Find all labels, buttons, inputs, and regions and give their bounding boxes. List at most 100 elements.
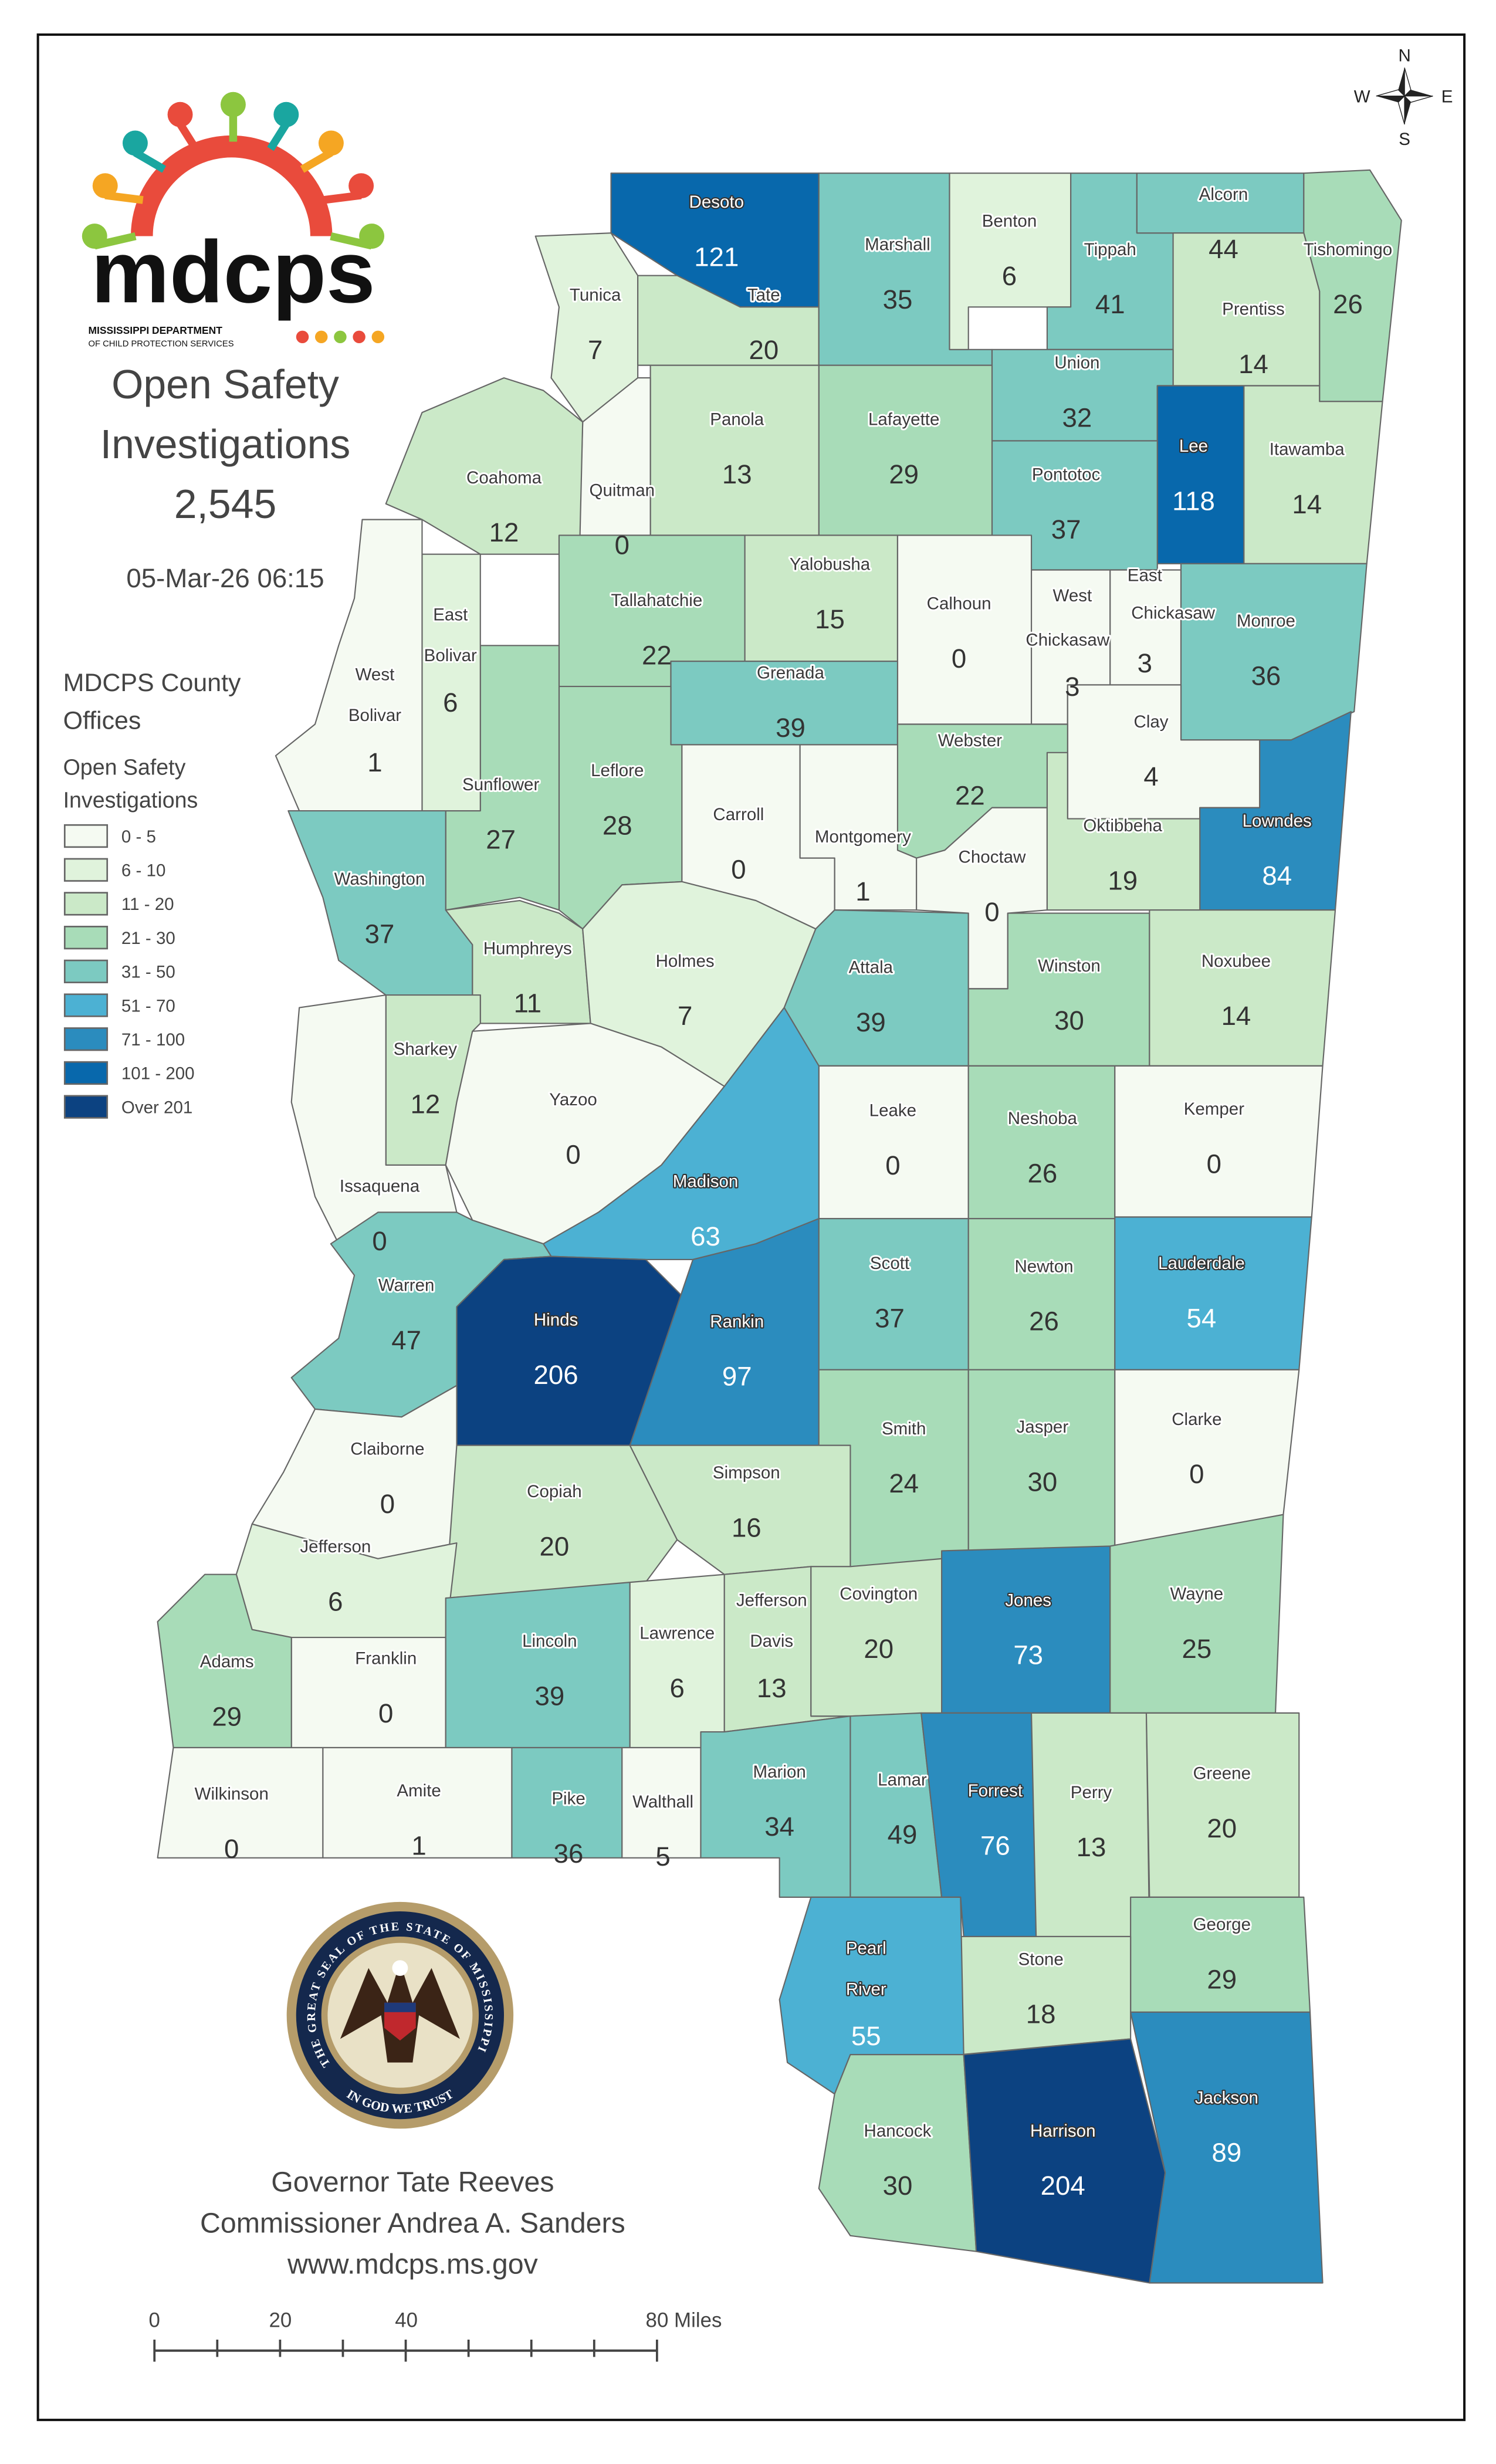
county-value-claiborne: 0 — [380, 1489, 395, 1519]
scale-bar: 0 20 40 80 Miles — [149, 2309, 722, 2362]
county-jones[interactable] — [941, 1545, 1111, 1714]
county-name-adams: Adams — [200, 1652, 254, 1671]
county-name-claiborne: Claiborne — [350, 1440, 424, 1459]
county-panola[interactable] — [649, 364, 820, 536]
county-oktibbeha[interactable] — [1046, 752, 1201, 911]
county-adams[interactable] — [157, 1573, 292, 1748]
county-value-tallahatchie: 22 — [642, 641, 672, 671]
county-itawamba[interactable] — [1243, 385, 1383, 564]
website-link[interactable]: www.mdcps.ms.gov — [287, 2248, 538, 2280]
county-name-jefferson: Jefferson — [300, 1537, 371, 1556]
scale-label-80: 80 Miles — [646, 2309, 722, 2332]
county-name-quitman: Quitman — [590, 480, 655, 500]
compass-n: N — [1398, 46, 1410, 66]
county-noxubee[interactable] — [1149, 909, 1336, 1067]
county-wayne[interactable] — [1109, 1514, 1284, 1714]
county-jasper[interactable] — [967, 1369, 1116, 1552]
county-leake[interactable] — [818, 1065, 969, 1220]
legend-subtitle-1: Open Safety — [63, 754, 186, 779]
county-harrison[interactable] — [963, 2038, 1166, 2284]
total-count: 2,545 — [174, 481, 277, 527]
county-value-clarke: 0 — [1189, 1459, 1204, 1489]
county-value-attala: 39 — [856, 1007, 886, 1037]
county-value-rankin: 97 — [722, 1362, 752, 1392]
legend: MDCPS County Offices Open Safety Investi… — [63, 669, 241, 1119]
county-name-smith: Smith — [882, 1419, 926, 1439]
county-value-union: 32 — [1062, 402, 1092, 432]
title-line-1: Open Safety — [111, 361, 339, 407]
legend-label: 0 - 5 — [121, 827, 156, 847]
logo-text: mdcps — [91, 222, 375, 321]
county-value-hancock: 30 — [883, 2171, 913, 2201]
county-value-tunica: 7 — [588, 335, 603, 365]
county-value-lauderdale: 54 — [1187, 1303, 1217, 1333]
county-hancock[interactable] — [818, 2054, 977, 2252]
compass-s: S — [1399, 130, 1410, 149]
county-name-noxubee: Noxubee — [1201, 952, 1271, 971]
county-lafayette[interactable] — [818, 364, 993, 536]
county-value-winston: 30 — [1054, 1006, 1084, 1035]
county-lauderdale[interactable] — [1114, 1216, 1312, 1370]
county-value-east-bolivar: 6 — [443, 688, 458, 717]
county-value-warren: 47 — [391, 1325, 421, 1355]
county-value-grenada: 39 — [776, 713, 805, 743]
county-value-holmes: 7 — [678, 1001, 692, 1031]
county-name-leake: Leake — [869, 1101, 916, 1121]
county-name-pearl-river: Pearl — [846, 1938, 886, 1958]
legend-label: 101 - 200 — [121, 1064, 195, 1084]
county-jackson[interactable] — [1130, 2011, 1324, 2284]
county-name-clay: Clay — [1134, 712, 1169, 732]
county-humphreys[interactable] — [445, 900, 591, 1024]
county-west-bolivar[interactable] — [275, 519, 423, 812]
county-kemper[interactable] — [1114, 1065, 1324, 1218]
county-name-yazoo: Yazoo — [549, 1090, 597, 1109]
county-value-simpson: 16 — [732, 1512, 761, 1542]
county-map — [157, 169, 1402, 2284]
county-name-tate: Tate — [747, 286, 780, 305]
county-value-benton: 6 — [1002, 261, 1017, 291]
county-value-humphreys: 11 — [514, 989, 541, 1018]
county-calhoun[interactable] — [896, 534, 1033, 725]
timestamp: 05-Mar-26 06:15 — [126, 563, 324, 593]
county-scott[interactable] — [818, 1218, 969, 1370]
county-name-oktibbeha: Oktibbeha — [1083, 816, 1162, 835]
county-value-noxubee: 14 — [1221, 1001, 1251, 1031]
county-lawrence[interactable] — [629, 1573, 725, 1748]
county-value-lowndes: 84 — [1262, 861, 1292, 891]
legend-swatch — [63, 926, 109, 950]
legend-label: 51 - 70 — [121, 996, 175, 1016]
county-monroe[interactable] — [1180, 563, 1368, 741]
county-name-lafayette: Lafayette — [868, 410, 939, 429]
county-value-leflore: 28 — [603, 810, 632, 840]
county-newton[interactable] — [967, 1218, 1116, 1370]
legend-label: 6 - 10 — [121, 861, 165, 880]
county-value-wilkinson: 0 — [224, 1834, 239, 1864]
mdcps-logo: mdcps MISSISSIPPI DEPARTMENT OF CHILD PR… — [82, 92, 385, 348]
county-name-covington: Covington — [840, 1585, 918, 1604]
county-east-bolivar[interactable] — [421, 553, 481, 812]
county-name-walthall: Walthall — [632, 1792, 693, 1812]
county-name-clarke: Clarke — [1172, 1410, 1221, 1429]
legend-label: 11 - 20 — [121, 895, 174, 914]
county-name-amite: Amite — [397, 1781, 441, 1800]
county-name-itawamba: Itawamba — [1270, 440, 1345, 459]
county-name-lee: Lee — [1179, 436, 1208, 456]
page-frame — [36, 33, 1466, 2421]
county-value-lamar: 49 — [888, 1820, 918, 1850]
county-name-marshall: Marshall — [865, 235, 930, 255]
county-neshoba[interactable] — [967, 1065, 1116, 1220]
legend-subtitle-2: Investigations — [63, 788, 198, 813]
county-name-kemper: Kemper — [1184, 1099, 1245, 1119]
county-name-warren: Warren — [378, 1276, 435, 1295]
county-greene[interactable] — [1145, 1712, 1300, 1898]
county-name-jones: Jones — [1005, 1590, 1051, 1610]
county-name-jackson: Jackson — [1195, 2088, 1258, 2107]
county-lee[interactable] — [1156, 385, 1245, 564]
county-name-pearl-river: River — [846, 1979, 886, 1999]
county-value-quitman: 0 — [615, 530, 629, 560]
county-name-leflore: Leflore — [591, 761, 644, 780]
county-lincoln[interactable] — [445, 1582, 631, 1748]
county-name-coahoma: Coahoma — [466, 468, 542, 488]
county-name-webster: Webster — [938, 731, 1003, 750]
